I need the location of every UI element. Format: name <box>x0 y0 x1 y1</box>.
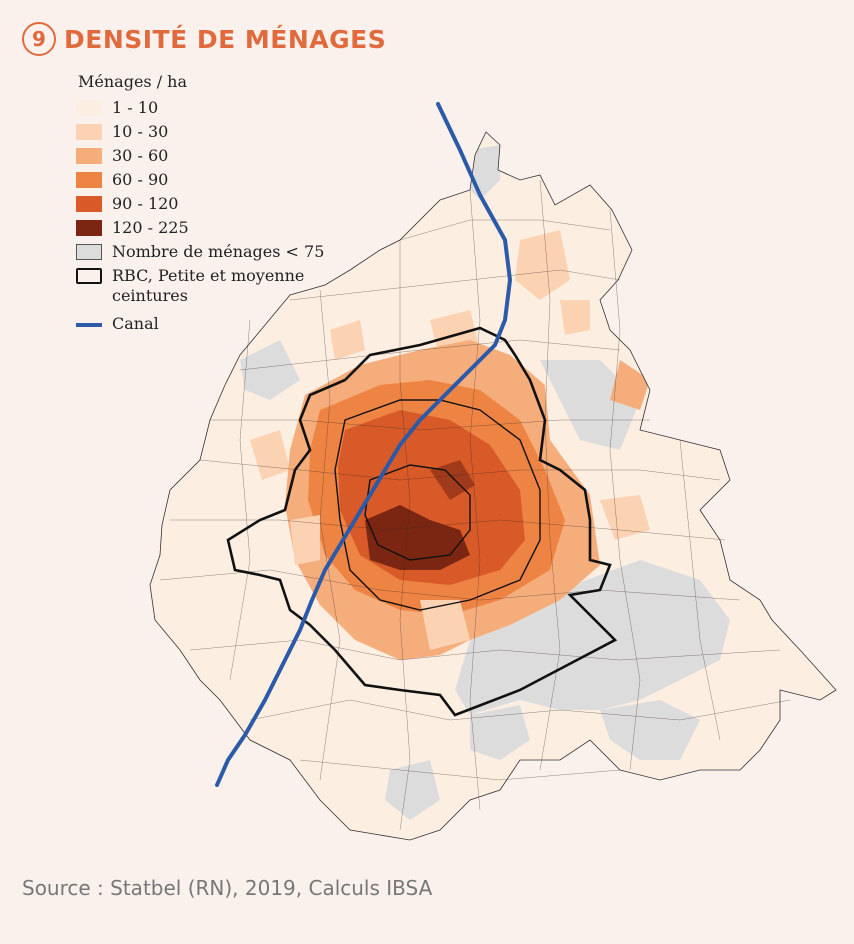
source-note: Source : Statbel (RN), 2019, Calculs IBS… <box>22 876 433 900</box>
legend-label: 1 - 10 <box>112 98 159 117</box>
legend-swatch <box>76 100 102 116</box>
legend-label: 60 - 90 <box>112 170 169 189</box>
grey-zone-south <box>385 760 440 820</box>
outer-patch-2 <box>250 430 290 480</box>
legend-item-120-225: 120 - 225 <box>76 218 376 244</box>
legend-label: Canal <box>112 314 159 333</box>
legend-label: 90 - 120 <box>112 194 179 213</box>
legend-label: RBC, Petite et moyenne ceintures <box>112 266 305 305</box>
legend-label: 30 - 60 <box>112 146 169 165</box>
outer-patch-5 <box>610 360 650 410</box>
legend-swatch <box>76 268 102 284</box>
legend-item-few-households: Nombre de ménages < 75 <box>76 242 376 268</box>
legend-item-canal: Canal <box>76 314 376 340</box>
legend-swatch <box>76 124 102 140</box>
legend-swatch <box>76 196 102 212</box>
legend-label: 120 - 225 <box>112 218 189 237</box>
commune-boundaries <box>159 179 791 831</box>
legend-item-10-30: 10 - 30 <box>76 122 376 148</box>
ring-light-patch-2 <box>290 515 320 565</box>
legend-item-60-90: 60 - 90 <box>76 170 376 196</box>
legend-item-1-10: 1 - 10 <box>76 98 376 124</box>
legend-swatch <box>76 220 102 236</box>
legend-swatch <box>76 323 102 327</box>
outer-patch-3 <box>600 495 650 540</box>
legend-item-90-120: 90 - 120 <box>76 194 376 220</box>
title-text: DENSITÉ DE MÉNAGES <box>64 24 387 54</box>
petite-ceinture <box>364 464 471 561</box>
legend-label: Nombre de ménages < 75 <box>112 242 325 261</box>
grey-zone-west <box>240 340 300 400</box>
outer-patch-6 <box>560 300 590 335</box>
core-zone-120-225 <box>365 505 470 570</box>
legend-item-boundary: RBC, Petite et moyenne ceintures <box>76 266 376 316</box>
canal <box>215 102 512 787</box>
grey-zone-east <box>455 560 730 715</box>
outer-communes <box>150 132 836 840</box>
legend-swatch <box>76 172 102 188</box>
outer-patch-1 <box>515 230 570 300</box>
grey-zone-south-2 <box>470 705 530 760</box>
legend-item-30-60: 30 - 60 <box>76 146 376 172</box>
legend: Ménages / ha 1 - 10 10 - 30 30 - 60 60 -… <box>76 74 376 340</box>
inner-ring <box>285 340 600 660</box>
legend-swatch <box>76 244 102 260</box>
figure-number-badge: 9 <box>22 22 56 56</box>
outer-patch-7 <box>330 320 365 360</box>
grey-zone-southeast <box>600 700 700 760</box>
rbc-boundary <box>226 326 618 717</box>
map-title: 9 DENSITÉ DE MÉNAGES <box>22 22 386 56</box>
legend-swatch <box>76 148 102 164</box>
legend-label: 10 - 30 <box>112 122 169 141</box>
ring-light-patch-1 <box>420 600 470 650</box>
legend-title: Ménages / ha <box>78 72 188 91</box>
